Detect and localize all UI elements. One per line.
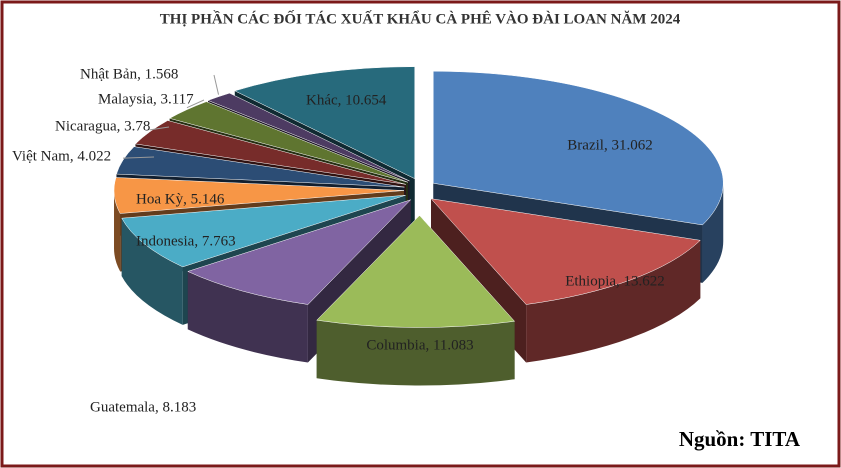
leader-line <box>186 99 205 109</box>
data-label: Malaysia, 3.117 <box>98 91 194 107</box>
slice <box>116 146 405 188</box>
slice <box>316 215 516 328</box>
slice <box>430 198 701 305</box>
slice <box>168 101 408 183</box>
data-label: Columbia, 11.083 <box>366 337 473 353</box>
data-label: Indonesia, 7.763 <box>136 233 236 249</box>
source: Nguồn: TITA <box>679 427 801 451</box>
slice <box>134 120 406 185</box>
data-label: Nicaragua, 3.78 <box>55 118 150 134</box>
data-label: Khác, 10.654 <box>306 92 387 108</box>
slice-side <box>187 271 308 363</box>
slice <box>207 92 410 182</box>
data-label: Việt Nam, 4.022 <box>12 148 111 164</box>
data-label: Brazil, 31.062 <box>567 137 652 153</box>
leader-line <box>213 74 220 95</box>
data-label: Ethiopia, 13.622 <box>565 273 665 289</box>
slice <box>234 66 415 180</box>
slice-side <box>121 218 183 325</box>
data-label: Nhật Bản, 1.568 <box>80 66 178 82</box>
data-label: Guatemala, 8.183 <box>90 399 196 415</box>
slice <box>113 177 405 214</box>
slice-side <box>526 240 701 363</box>
slice <box>121 194 406 268</box>
slice <box>187 199 411 305</box>
slice-side <box>316 320 515 386</box>
leader-line <box>149 126 170 131</box>
slice-side <box>702 183 724 283</box>
data-label: Hoa Kỳ, 5.146 <box>136 191 225 207</box>
slice <box>433 71 724 226</box>
leader-line <box>122 156 155 159</box>
chart-title: THỊ PHẦN CÁC ĐỐI TÁC XUẤT KHẨU CÀ PHÊ VÀ… <box>160 9 681 27</box>
